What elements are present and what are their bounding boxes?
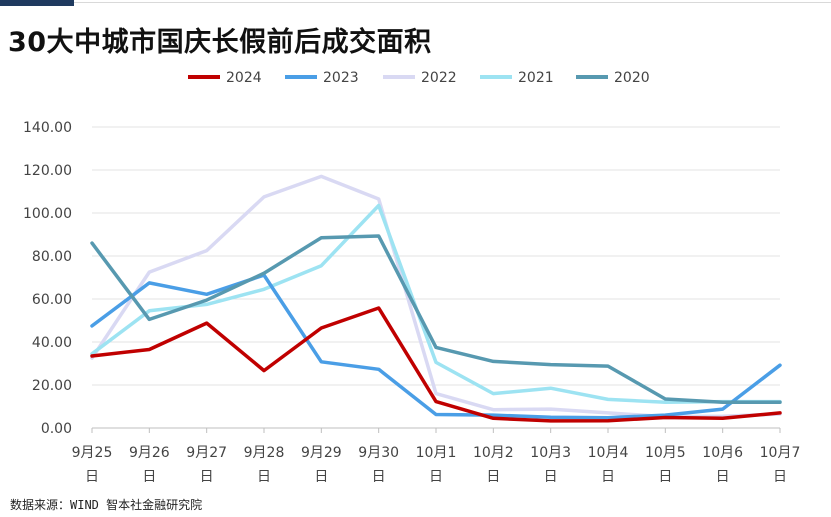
x-tick-label-line2: 日 [372, 469, 386, 485]
y-tick-label: 100.00 [23, 206, 72, 222]
y-axis: 0.00 20.00 40.00 60.00 80.00 100.00 120.00 140.… [23, 120, 72, 437]
legend-label-2022: 2022 [421, 70, 457, 86]
header-rule [74, 2, 831, 3]
y-tick-label: 60.00 [32, 292, 72, 308]
x-tick-label: 9月29 [301, 445, 342, 461]
x-tick-label-line2: 日 [142, 469, 156, 485]
x-tick-label: 10月7 [760, 445, 801, 461]
legend: 2024 2023 2022 2021 2020 [188, 70, 650, 86]
x-tick-label-line2: 日 [601, 469, 615, 485]
legend-label-2020: 2020 [614, 70, 650, 86]
x-axis: 9月25 日 9月26 日 9月27 日 9月28 日 9月29 日 9月30 日 10月1 日 10月2 日… [72, 428, 801, 485]
x-tick-label: 9月25 [72, 445, 113, 461]
x-tick-label: 10月5 [645, 445, 686, 461]
x-tick-label: 10月4 [588, 445, 629, 461]
series-line-2024 [90, 306, 782, 423]
source-note: 数据来源：WIND 智本社金融研究院 [10, 498, 203, 512]
y-tick-label: 40.00 [32, 335, 72, 351]
x-tick-label-line2: 日 [85, 469, 99, 485]
legend-label-2024: 2024 [226, 70, 262, 86]
x-tick-label-line2: 日 [544, 469, 558, 485]
x-tick-label: 10月2 [473, 445, 514, 461]
x-tick-label-line2: 日 [429, 469, 443, 485]
x-tick-label-line2: 日 [658, 469, 672, 485]
legend-label-2023: 2023 [323, 70, 359, 86]
x-tick-label: 9月27 [186, 445, 227, 461]
chart-title: 30大中城市国庆长假前后成交面积 [8, 27, 432, 58]
y-tick-label: 80.00 [32, 249, 72, 265]
x-tick-label-line2: 日 [200, 469, 214, 485]
y-tick-label: 0.00 [41, 421, 72, 437]
line-chart: 0.00 20.00 40.00 60.00 80.00 100.00 120.00 140.… [23, 70, 801, 485]
x-tick-label: 10月1 [416, 445, 457, 461]
x-tick-label-line2: 日 [257, 469, 271, 485]
y-tick-label: 140.00 [23, 120, 72, 136]
series-lines [90, 174, 782, 423]
x-tick-label-line2: 日 [486, 469, 500, 485]
x-tick-label: 9月26 [129, 445, 170, 461]
x-tick-label-line2: 日 [773, 469, 787, 485]
x-tick-label: 9月28 [244, 445, 285, 461]
x-tick-label: 9月30 [358, 445, 399, 461]
x-tick-label: 10月3 [530, 445, 571, 461]
x-tick-label: 10月6 [702, 445, 743, 461]
header-accent-bar [0, 0, 74, 6]
y-tick-label: 120.00 [23, 163, 72, 179]
y-tick-label: 20.00 [32, 378, 72, 394]
series-line-2022 [90, 174, 782, 419]
x-tick-label-line2: 日 [716, 469, 730, 485]
legend-label-2021: 2021 [518, 70, 554, 86]
series-line-2020 [90, 234, 782, 404]
x-tick-label-line2: 日 [314, 469, 328, 485]
grid-lines [92, 126, 780, 429]
